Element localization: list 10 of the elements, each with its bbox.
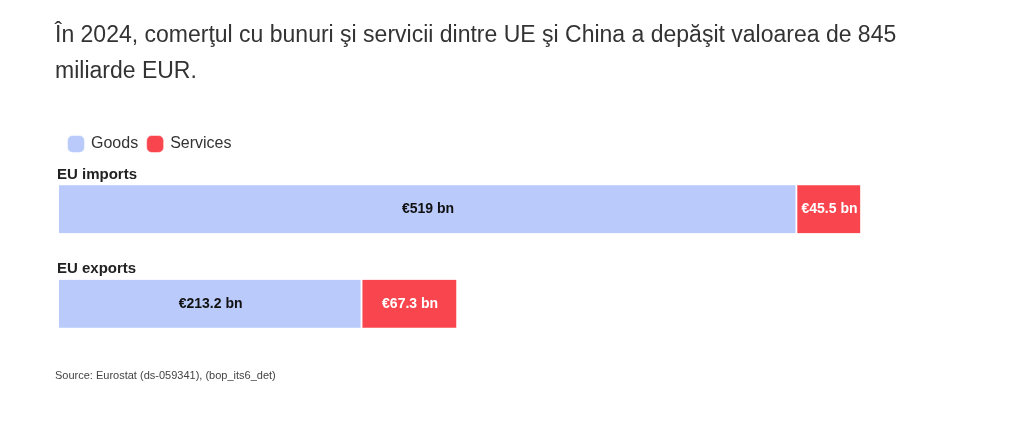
data-label: €519 bn — [402, 200, 455, 217]
y-tick-label: EU exports — [57, 259, 137, 277]
data-label: €45.5 bn — [801, 200, 858, 217]
source-note: Source: Eurostat (ds-059341), (bop_its6_det) — [55, 369, 277, 381]
data-label: €67.3 bn — [382, 294, 439, 311]
legend-label: Services — [170, 134, 232, 152]
data-label: €213.2 bn — [178, 294, 243, 311]
chart-title: În 2024, comerţul cu bunuri şi servicii dintre UE şi China a depăşit valoarea de 845 miliarde EUR. — [55, 20, 898, 85]
y-tick-label: EU imports — [57, 164, 138, 182]
legend-label: Goods — [91, 134, 139, 152]
